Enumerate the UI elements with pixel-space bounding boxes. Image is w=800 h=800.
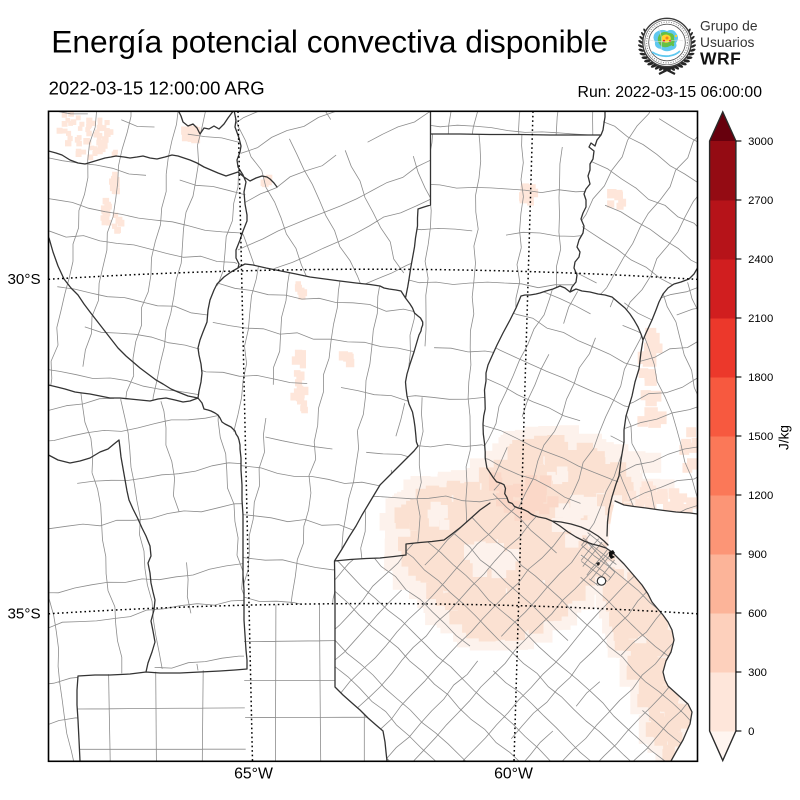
svg-text:2022-03-15 12:00:00 ARG: 2022-03-15 12:00:00 ARG xyxy=(49,78,265,99)
svg-text:35°S: 35°S xyxy=(7,606,40,623)
svg-text:60°W: 60°W xyxy=(494,765,533,782)
svg-text:Grupo de: Grupo de xyxy=(700,19,758,34)
svg-text:1500: 1500 xyxy=(748,431,773,443)
svg-text:Usuarios: Usuarios xyxy=(700,35,755,50)
svg-text:65°W: 65°W xyxy=(234,765,273,782)
svg-text:WRF: WRF xyxy=(700,49,741,69)
svg-text:2400: 2400 xyxy=(748,254,773,266)
svg-text:900: 900 xyxy=(748,549,767,561)
svg-text:3000: 3000 xyxy=(748,136,773,148)
svg-text:J/kg: J/kg xyxy=(777,425,792,450)
svg-text:30°S: 30°S xyxy=(7,271,40,288)
svg-text:300: 300 xyxy=(748,667,767,679)
svg-text:Run: 2022-03-15 06:00:00: Run: 2022-03-15 06:00:00 xyxy=(578,84,763,101)
svg-text:1800: 1800 xyxy=(748,372,773,384)
svg-text:Energía potencial convectiva d: Energía potencial convectiva disponible xyxy=(51,24,608,60)
svg-text:0: 0 xyxy=(748,726,754,738)
svg-text:600: 600 xyxy=(748,608,767,620)
svg-text:2700: 2700 xyxy=(748,195,773,207)
svg-text:2100: 2100 xyxy=(748,313,773,325)
svg-text:1200: 1200 xyxy=(748,490,773,502)
